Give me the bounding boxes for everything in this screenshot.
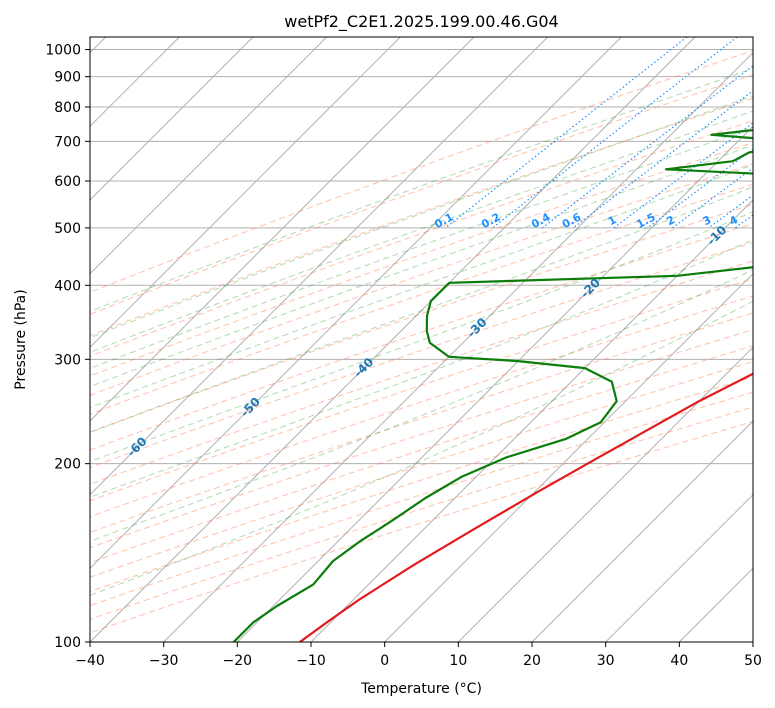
temperature-profile-line: [299, 372, 753, 642]
dry-adiabat: [90, 312, 753, 534]
x-axis-label: Temperature (°C): [360, 681, 482, 697]
y-tick-label: 500: [54, 221, 81, 237]
mixing-ratio-line: [542, 65, 753, 229]
dewpoint-profile-line: [232, 129, 753, 642]
adiabat-layer: [90, 50, 753, 634]
dry-adiabat: [90, 406, 753, 620]
x-tick-label: 50: [744, 653, 762, 669]
y-tick-label: 1000: [45, 43, 81, 59]
x-tick-label: −20: [223, 653, 253, 669]
plot-frame: [89, 36, 754, 643]
isotherm-gridline: [90, 37, 401, 349]
y-tick-label: 300: [54, 352, 81, 368]
isotherm-gridline: [90, 37, 696, 642]
y-tick-label: 900: [54, 70, 81, 86]
moist-adiabat: [90, 239, 753, 498]
isotherm-gridline: [90, 37, 475, 422]
isotherm-gridline: [90, 37, 622, 570]
moist-adiabat: [90, 95, 753, 339]
moist-adiabat: [90, 67, 753, 312]
isotherm-gridline: [457, 346, 753, 642]
tick-layer: −40 −30 −20 −10 0 10 20 30 40 50 100 200 300 400 500 60…: [45, 43, 762, 669]
y-tick-label: 400: [54, 278, 81, 294]
dry-adiabat: [90, 391, 753, 607]
isotherm-gridline: [163, 51, 753, 642]
series-layer: [232, 129, 753, 642]
grid-layer: [90, 37, 753, 642]
mixing-ratio-layer: [445, 37, 753, 229]
dry-adiabat: [90, 97, 753, 337]
dry-adiabat: [90, 50, 753, 293]
y-axis-label: Pressure (hPa): [13, 289, 29, 389]
y-tick-label: 700: [54, 134, 81, 150]
x-tick-label: −10: [296, 653, 326, 669]
mixing-ratio-line: [572, 89, 753, 229]
x-tick-label: 0: [380, 653, 389, 669]
x-tick-label: 10: [449, 653, 467, 669]
y-tick-label: 100: [54, 635, 81, 651]
isotherm-gridline: [384, 272, 753, 642]
moist-adiabat: [90, 269, 753, 542]
chart-title: wetPf2_C2E1.2025.199.00.46.G04: [284, 12, 558, 32]
dry-adiabat: [90, 120, 753, 357]
y-tick-label: 600: [54, 174, 81, 190]
x-tick-label: −30: [149, 653, 179, 669]
dry-adiabat: [90, 329, 753, 549]
x-tick-label: 20: [523, 653, 541, 669]
mixing-ratio-line: [672, 167, 753, 229]
isotherm-gridline: [90, 37, 254, 201]
moist-adiabat: [90, 186, 753, 433]
isotherm-gridline: [531, 420, 753, 642]
y-tick-label: 200: [54, 457, 81, 473]
dry-adiabat: [90, 376, 753, 593]
x-tick-label: −40: [75, 653, 105, 669]
dry-adiabat: [90, 420, 753, 634]
x-tick-label: 30: [597, 653, 615, 669]
moist-adiabat: [90, 144, 753, 388]
isotherm-gridline: [90, 37, 328, 275]
dry-adiabat: [90, 295, 753, 518]
moist-adiabat: [90, 164, 753, 409]
x-tick-label: 40: [670, 653, 688, 669]
isotherm-gridline: [605, 493, 753, 642]
mixing-ratio-line: [492, 37, 738, 229]
dry-adiabat: [90, 278, 753, 502]
moist-adiabat: [90, 211, 753, 463]
y-tick-label: 800: [54, 100, 81, 116]
isotherm-gridline: [310, 199, 753, 642]
isotherm-gridline: [90, 37, 549, 496]
moist-adiabat: [90, 300, 753, 596]
